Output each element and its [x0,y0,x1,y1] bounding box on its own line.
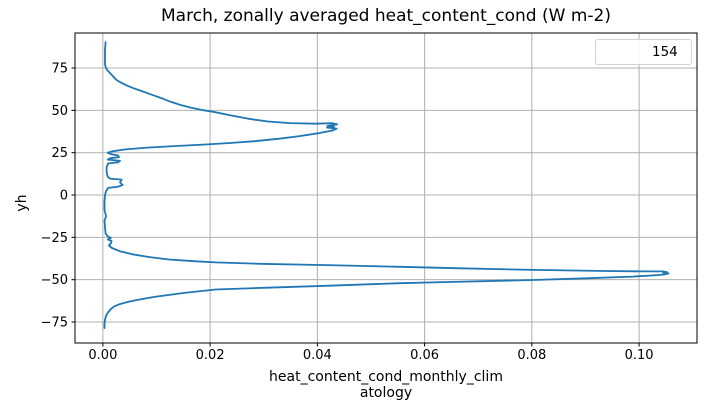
axes-spine [74,32,698,344]
y-tick-label: 75 [51,62,68,77]
x-axis-label-line2: atology [359,385,413,401]
x-tick-label: 0.02 [196,348,225,363]
x-tick-label: 0.06 [410,348,439,363]
series-line-154 [103,41,670,330]
y-tick-label: 25 [51,146,68,161]
legend: 154 [595,39,692,65]
y-tick-label: −25 [41,231,68,246]
x-tick-label: 0.10 [625,348,654,363]
x-axis-label-line1: heat_content_cond_monthly_clim [269,369,503,385]
x-tick-label: 0.08 [517,348,546,363]
x-tick-label: 0.04 [303,348,332,363]
y-axis-label: yh [14,194,30,212]
y-tick-label: −50 [41,273,68,288]
y-tick-label: −75 [41,316,68,331]
legend-line-icon [604,51,638,54]
chart-title: March, zonally averaged heat_content_con… [161,6,611,26]
y-tick-label: 0 [60,189,68,204]
x-tick-label: 0.00 [88,348,117,363]
x-axis-label: heat_content_cond_monthly_clim atology [75,369,697,401]
legend-entry-label: 154 [652,44,678,60]
y-tick-label: 50 [51,104,68,119]
